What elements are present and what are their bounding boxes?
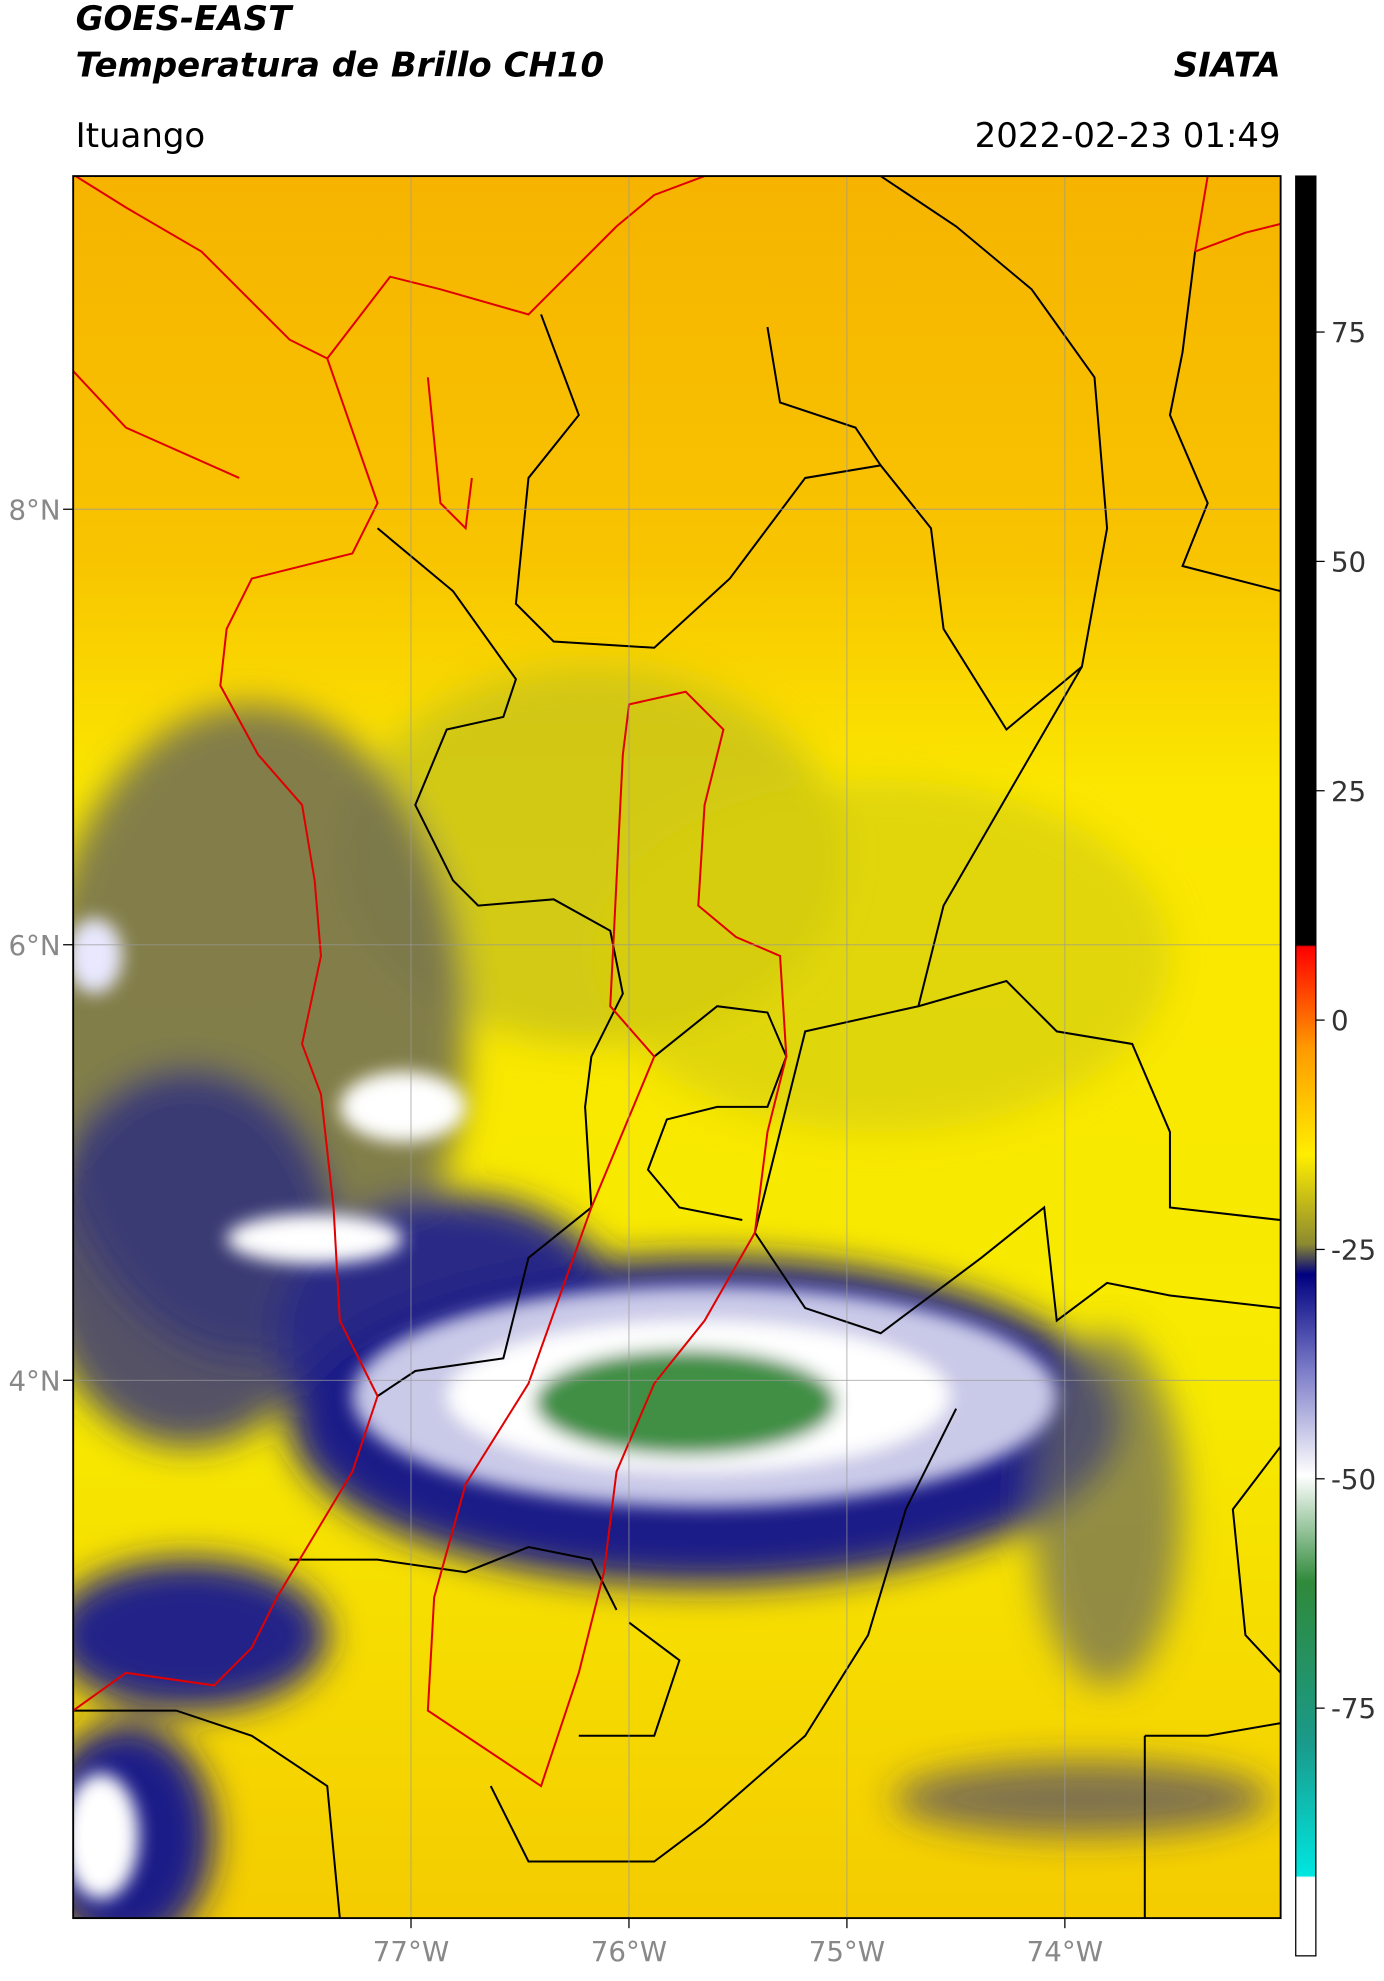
map-area [73, 176, 1281, 1919]
source: SIATA [1174, 46, 1281, 86]
colorbar-tick-label: 0 [1331, 1004, 1349, 1037]
map-frame [72, 175, 1282, 1920]
colorbar [1295, 175, 1317, 1957]
coastline [73, 176, 1281, 1788]
graticule [73, 176, 1281, 1919]
subtitle: Temperatura de Brillo CH10 [76, 46, 604, 86]
datetime: 2022-02-23 01:49 [975, 116, 1281, 156]
colorbar-tick-label: 50 [1331, 545, 1366, 578]
x-tick-label: 76°W [591, 1935, 667, 1968]
colorbar-tick-label: 25 [1331, 775, 1366, 808]
y-tick-label: 4°N [8, 1364, 60, 1397]
x-tick-label: 75°W [809, 1935, 885, 1968]
x-tick-label: 77°W [373, 1935, 449, 1968]
y-tick-label: 8°N [8, 493, 60, 526]
x-tick-label: 74°W [1027, 1935, 1103, 1968]
admin-borders [73, 176, 1281, 1919]
colorbar-tick-label: -50 [1331, 1463, 1376, 1496]
location: Ituango [76, 116, 206, 156]
colorbar-tick-label: 75 [1331, 316, 1366, 349]
colorbar-tick-label: -25 [1331, 1234, 1376, 1267]
y-tick-label: 6°N [8, 929, 60, 962]
colorbar-tick-label: -75 [1331, 1692, 1376, 1725]
cold-tops [73, 918, 1057, 1900]
title: GOES-EAST [76, 0, 294, 39]
